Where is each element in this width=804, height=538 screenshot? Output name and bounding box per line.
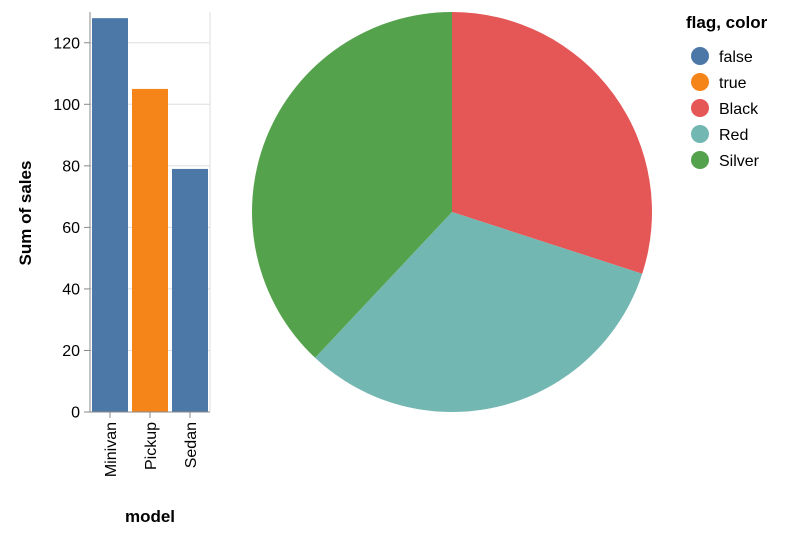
y-tick-label: 60 bbox=[62, 220, 80, 237]
pie-slice-red bbox=[315, 212, 643, 413]
pie-chart bbox=[252, 11, 652, 413]
x-tick-label: Sedan bbox=[183, 422, 200, 468]
pie-slice-black bbox=[452, 12, 652, 274]
legend-swatch-black bbox=[691, 99, 709, 117]
pie-slice-silver bbox=[252, 11, 452, 358]
y-tick-label: 120 bbox=[53, 35, 80, 52]
y-tick-label: 100 bbox=[53, 97, 80, 114]
x-axis-title: model bbox=[125, 507, 175, 526]
legend-swatch-silver bbox=[691, 151, 709, 169]
bar-axes: 0 20 40 60 80 100 120 Minivan Pickup Sedan bbox=[53, 12, 210, 477]
legend-swatch-true bbox=[691, 73, 709, 91]
bar-pickup bbox=[132, 88, 168, 412]
legend-swatch-false bbox=[691, 47, 709, 65]
y-tick-label: 0 bbox=[71, 405, 80, 422]
legend-label: Silver bbox=[719, 153, 760, 170]
legend-label: Red bbox=[719, 127, 748, 144]
y-tick-label: 40 bbox=[62, 281, 80, 298]
legend-items: false true Black Red Silver bbox=[691, 47, 760, 170]
legend-title: flag, color bbox=[686, 13, 768, 32]
y-tick-label: 20 bbox=[62, 343, 80, 360]
bar-chart: 0 20 40 60 80 100 120 Minivan Pickup Sedan Sum of… bbox=[16, 12, 211, 526]
legend-label: false bbox=[719, 49, 753, 66]
bar-marks bbox=[92, 18, 208, 413]
x-tick-label: Minivan bbox=[103, 422, 120, 477]
bar-minivan bbox=[92, 18, 128, 413]
legend-swatch-red bbox=[691, 125, 709, 143]
legend-label: true bbox=[719, 75, 747, 92]
bar-sedan bbox=[172, 168, 208, 412]
y-tick-label: 80 bbox=[62, 158, 80, 175]
legend-label: Black bbox=[719, 101, 759, 118]
legend: flag, color false true Black Red Silver bbox=[686, 13, 768, 170]
x-tick-label: Pickup bbox=[143, 422, 160, 470]
y-axis-title: Sum of sales bbox=[16, 161, 35, 266]
